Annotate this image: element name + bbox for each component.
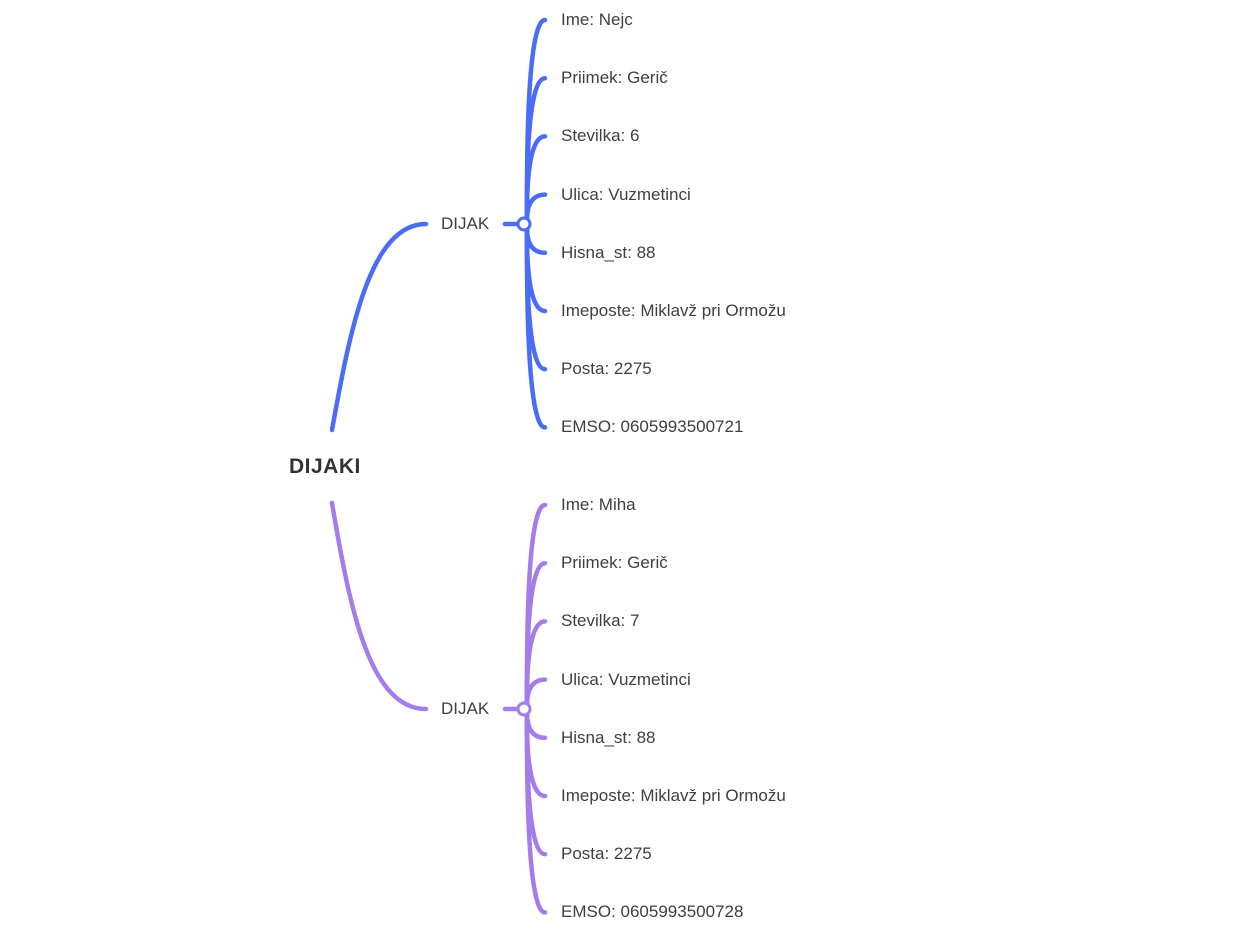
leaf-connector-1-8 (524, 221, 548, 430)
leaf-node-label[interactable]: Ime: Nejc (561, 10, 633, 29)
leaf-node-label[interactable]: Hisna_st: 88 (561, 242, 656, 262)
leaf-node-label[interactable]: Ulica: Vuzmetinci (561, 669, 691, 689)
leaf-node-label[interactable]: EMSO: 0605993500721 (561, 417, 744, 437)
leaf-node-label[interactable]: Hisna_st: 88 (561, 727, 656, 747)
leaf-node-label[interactable]: Ulica: Vuzmetinci (561, 184, 691, 204)
root-connector-2 (329, 500, 429, 712)
leaf-node-label[interactable]: Stevilka: 6 (561, 126, 640, 146)
leaf-node-label[interactable]: EMSO: 0605993500728 (561, 902, 744, 922)
branch-node-label[interactable]: DIJAK (441, 214, 490, 233)
branch-toggle-2[interactable] (516, 701, 532, 717)
branch-toggle-1[interactable] (516, 216, 532, 232)
branch-node-label[interactable]: DIJAK (441, 699, 490, 718)
root-node-label[interactable]: DIJAKI (289, 455, 361, 478)
leaf-node-label[interactable]: Imeposte: Miklavž pri Ormožu (561, 301, 786, 320)
leaf-connector-2-8 (524, 706, 548, 915)
leaf-node-label[interactable]: Stevilka: 7 (561, 611, 640, 631)
leaf-node-label[interactable]: Imeposte: Miklavž pri Ormožu (561, 786, 786, 805)
root-connector-1 (329, 221, 429, 433)
leaf-node-label[interactable]: Priimek: Gerič (561, 68, 668, 88)
leaf-node-label[interactable]: Posta: 2275 (561, 844, 652, 864)
leaf-node-label[interactable]: Posta: 2275 (561, 359, 652, 379)
leaf-node-label[interactable]: Priimek: Gerič (561, 553, 668, 573)
leaf-node-label[interactable]: Ime: Miha (561, 495, 636, 514)
